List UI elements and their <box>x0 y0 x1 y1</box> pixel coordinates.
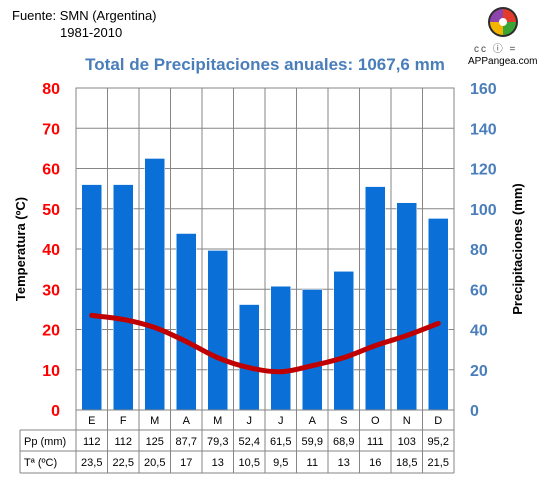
precipitation-bar <box>396 202 417 411</box>
table-cell: 125 <box>146 436 164 448</box>
y-tick-left: 70 <box>42 121 60 138</box>
y-tick-right: 40 <box>470 323 488 340</box>
table-cell: 22,5 <box>113 457 134 469</box>
table-cell: 10,5 <box>239 457 260 469</box>
x-tick-month: N <box>403 415 411 427</box>
precipitation-bar <box>81 184 102 411</box>
y-tick-left: 20 <box>42 323 60 340</box>
table-cell: 17 <box>180 457 192 469</box>
x-tick-month: O <box>371 415 380 427</box>
table-cell: 18,5 <box>396 457 417 469</box>
x-tick-month: D <box>434 415 442 427</box>
precipitation-bar <box>270 285 291 411</box>
y-axis-right-title: Precipitaciones (mm) <box>510 183 525 315</box>
table-cell: 52,4 <box>239 436 260 448</box>
table-row-header: Pp (mm) <box>24 436 66 448</box>
precipitation-bar <box>333 271 354 411</box>
y-tick-left: 40 <box>42 242 60 259</box>
y-tick-left: 50 <box>42 202 60 219</box>
precipitation-bar <box>302 289 323 411</box>
table-cell: 11 <box>307 457 318 469</box>
table-cell: 68,9 <box>333 436 354 448</box>
precipitation-bar <box>428 218 449 411</box>
table-cell: 23,5 <box>81 457 102 469</box>
y-axis-left-title: Temperatura (ºC) <box>13 197 28 301</box>
precipitation-bar <box>207 250 228 411</box>
table-cell: 9,5 <box>273 457 288 469</box>
x-tick-month: A <box>183 415 191 427</box>
table-cell: 20,5 <box>144 457 165 469</box>
table-cell: 59,9 <box>302 436 323 448</box>
x-tick-month: J <box>278 415 284 427</box>
table-cell: 79,3 <box>207 436 228 448</box>
table-cell: 112 <box>83 436 101 448</box>
y-tick-right: 20 <box>470 363 488 380</box>
x-tick-month: M <box>150 415 159 427</box>
y-tick-left: 0 <box>51 403 60 420</box>
y-tick-left: 30 <box>42 282 60 299</box>
table-cell: 111 <box>367 436 384 448</box>
cc-license-icons: cc ⓘ = <box>474 44 518 55</box>
table-cell: 112 <box>114 436 132 448</box>
y-tick-right: 120 <box>470 162 497 179</box>
y-tick-right: 140 <box>470 121 497 138</box>
x-tick-month: S <box>340 415 347 427</box>
brand-label: APPangea.com <box>468 56 538 67</box>
precipitation-bar <box>365 186 386 411</box>
precipitation-bar <box>113 184 134 411</box>
table-cell: 13 <box>338 457 350 469</box>
x-tick-month: M <box>213 415 222 427</box>
y-tick-right: 80 <box>470 242 488 259</box>
table-cell: 16 <box>369 457 381 469</box>
temperature-line <box>89 312 441 375</box>
table-cell: 61,5 <box>270 436 291 448</box>
y-tick-right: 0 <box>470 403 479 420</box>
source-label: Fuente: SMN (Argentina) <box>12 8 157 23</box>
precipitation-bar <box>144 158 165 411</box>
y-tick-right: 60 <box>470 282 488 299</box>
precipitation-bar <box>239 304 260 411</box>
y-tick-right: 160 <box>470 81 497 98</box>
appangea-logo-icon <box>488 7 518 37</box>
y-tick-left: 60 <box>42 162 60 179</box>
x-tick-month: F <box>120 415 127 427</box>
table-cell: 13 <box>212 457 224 469</box>
table-cell: 87,7 <box>176 436 197 448</box>
table-cell: 21,5 <box>428 457 449 469</box>
table-cell: 95,2 <box>428 436 449 448</box>
y-tick-left: 80 <box>42 81 60 98</box>
x-tick-month: J <box>247 415 253 427</box>
x-tick-month: A <box>309 415 317 427</box>
period-label: 1981-2010 <box>60 25 123 40</box>
table-row-header: Tª (ºC) <box>24 457 57 469</box>
y-tick-right: 100 <box>470 202 497 219</box>
precipitation-bar <box>176 233 197 411</box>
x-tick-month: E <box>88 415 95 427</box>
y-tick-left: 10 <box>42 363 60 380</box>
chart-title: Total de Precipitaciones anuales: 1067,6… <box>85 55 445 74</box>
table-cell: 103 <box>398 436 416 448</box>
